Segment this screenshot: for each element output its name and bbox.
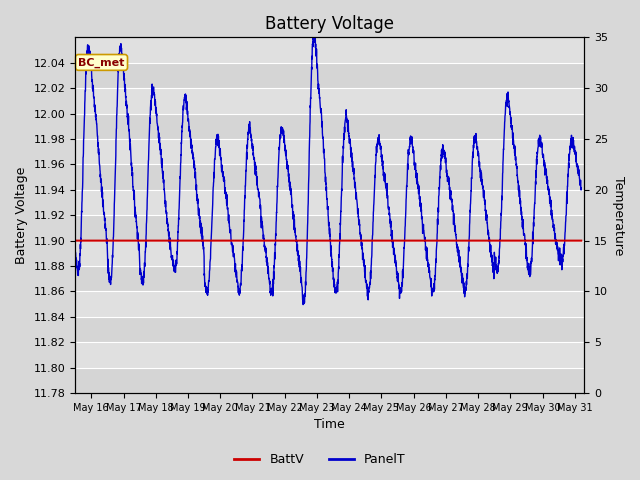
Bar <box>75 317 584 342</box>
Bar <box>75 114 584 139</box>
Y-axis label: Temperature: Temperature <box>612 176 625 255</box>
Bar <box>75 368 584 393</box>
Legend: BattV, PanelT: BattV, PanelT <box>229 448 411 471</box>
Title: Battery Voltage: Battery Voltage <box>266 15 394 33</box>
Bar <box>75 266 584 291</box>
Bar <box>75 215 584 240</box>
Text: BC_met: BC_met <box>78 57 125 68</box>
Y-axis label: Battery Voltage: Battery Voltage <box>15 167 28 264</box>
Bar <box>75 63 584 88</box>
Bar <box>75 165 584 190</box>
X-axis label: Time: Time <box>314 419 345 432</box>
